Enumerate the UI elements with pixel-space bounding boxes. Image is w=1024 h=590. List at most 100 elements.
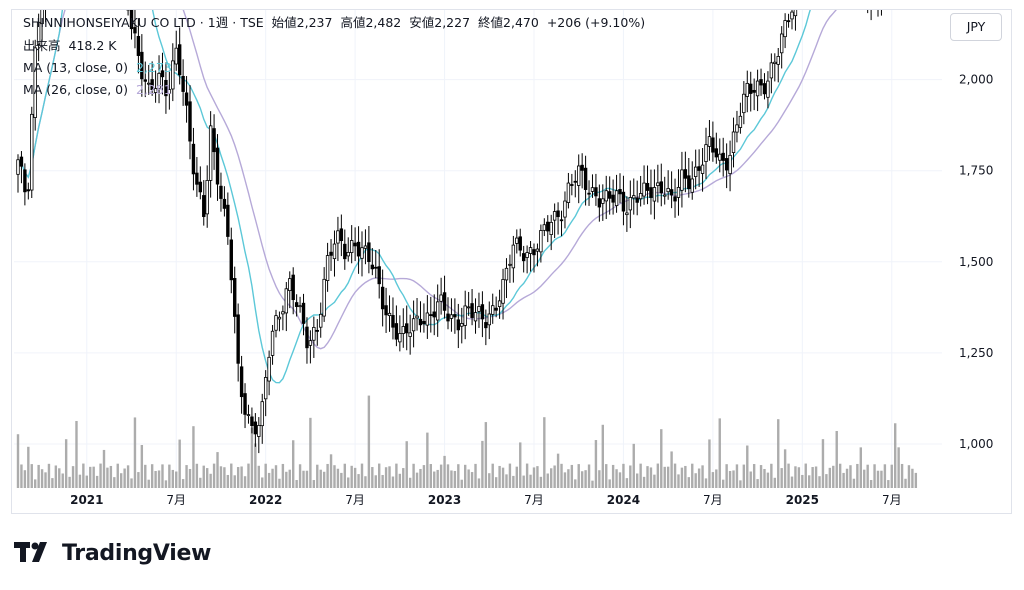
volume-bar: [367, 395, 371, 488]
volume-bar: [766, 472, 770, 488]
volume-bar: [632, 443, 635, 488]
candle-body: [356, 241, 361, 257]
volume-bar: [869, 480, 873, 488]
volume-bar: [175, 471, 178, 488]
volume-bar: [532, 467, 536, 488]
price-chart[interactable]: 1,0001,2501,5001,7502,0002,2502,5002,750…: [12, 10, 1012, 513]
volume-bar: [556, 453, 560, 488]
volume-bar: [123, 468, 126, 488]
volume-bar: [61, 473, 64, 488]
candle-body: [16, 159, 20, 175]
volume-bar: [598, 470, 601, 488]
volume-bar: [804, 463, 807, 488]
candle-body: [790, 11, 794, 20]
volume-bar: [305, 470, 309, 488]
volume-bar: [171, 469, 174, 488]
candle-body: [40, 10, 44, 25]
volume-bar: [250, 427, 254, 488]
volume-bar: [371, 467, 374, 488]
volume-bar: [92, 466, 95, 488]
volume-bar: [625, 478, 629, 488]
candle-body: [429, 314, 433, 316]
volume-label[interactable]: 出来高: [23, 38, 61, 53]
volume-bar: [866, 464, 869, 488]
volume-bar: [838, 463, 842, 488]
volume-bar: [316, 464, 319, 488]
interval[interactable]: 1週: [207, 15, 229, 30]
candle-body: [707, 136, 712, 147]
candle-body: [621, 191, 626, 212]
volume-bar: [756, 479, 759, 488]
candle-body: [628, 197, 633, 211]
candle-body: [718, 153, 722, 161]
candle-body: [786, 20, 791, 23]
candle-body: [398, 333, 402, 343]
volume-bar: [897, 447, 900, 488]
volume-bar: [663, 466, 666, 488]
candle-body: [401, 326, 405, 334]
volume-bar: [188, 468, 192, 488]
candle-body: [284, 288, 289, 314]
exchange: TSE: [240, 15, 264, 30]
volume-bar: [783, 449, 787, 488]
candle-body: [191, 143, 196, 175]
volume-bar: [718, 418, 721, 488]
volume-bar: [312, 480, 316, 488]
candle-body: [157, 72, 161, 89]
volume-bar: [415, 472, 419, 488]
candle-body: [549, 221, 553, 236]
tradingview-logo[interactable]: TradingView: [14, 538, 211, 568]
candle-body: [552, 211, 557, 221]
symbol-name[interactable]: SHINNIHONSEIYAKU CO LTD: [23, 15, 196, 30]
volume-bar: [34, 479, 37, 488]
volume-bar: [680, 467, 684, 488]
ma2-label[interactable]: MA (26, close, 0): [23, 82, 129, 97]
volume-bar: [298, 464, 302, 488]
candle-body: [745, 82, 749, 97]
volume-bar: [333, 465, 336, 488]
volume-bar: [911, 468, 914, 488]
candle-body: [453, 314, 457, 318]
candle-body: [315, 329, 319, 332]
volume-bar: [629, 465, 632, 488]
close-label: 終値: [478, 15, 504, 30]
volume-bar: [474, 463, 477, 488]
volume-bar: [780, 468, 783, 488]
candle-body: [439, 294, 443, 302]
candle-body: [618, 189, 622, 195]
volume-bar: [543, 417, 546, 488]
volume-bar: [223, 467, 226, 488]
volume-bar: [498, 465, 501, 488]
candle-body: [532, 249, 536, 256]
currency-button[interactable]: JPY: [950, 13, 1002, 41]
candle-body: [446, 313, 450, 322]
volume-bar: [436, 469, 439, 488]
candle-body: [288, 278, 292, 291]
candle-body: [494, 307, 498, 311]
candle-body: [480, 304, 485, 320]
candle-body: [405, 323, 409, 334]
candle-body: [143, 79, 147, 82]
volume-bar: [914, 472, 918, 488]
volume-bar: [181, 479, 185, 488]
volume-bar: [130, 478, 133, 488]
candle-body: [153, 88, 158, 93]
volume-bar: [64, 439, 68, 488]
candle-body: [167, 89, 172, 94]
volume-bar: [322, 471, 326, 488]
candle-body: [339, 228, 344, 242]
volume-bar: [164, 480, 168, 488]
candle-body: [642, 182, 646, 197]
volume-bar: [563, 472, 567, 488]
candle-body: [477, 306, 481, 312]
candle-body: [133, 27, 137, 34]
ma1-label[interactable]: MA (13, close, 0): [23, 60, 129, 75]
volume-bar: [608, 479, 611, 488]
volume-bar: [842, 472, 845, 488]
volume-bar: [274, 465, 278, 488]
candle-body: [415, 315, 419, 319]
volume-bar: [539, 476, 543, 488]
low-value: 2,227: [434, 15, 471, 30]
chart-frame[interactable]: 1,0001,2501,5001,7502,0002,2502,5002,750…: [11, 9, 1012, 514]
volume-bar: [546, 473, 549, 488]
